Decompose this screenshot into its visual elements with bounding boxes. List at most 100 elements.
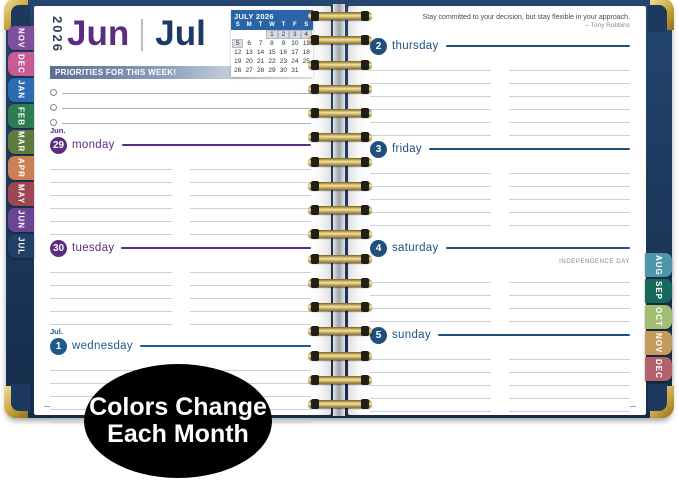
writing-lines[interactable] [370,347,630,421]
priority-line[interactable] [62,108,311,109]
month-tab-dec2[interactable]: DEC [645,357,672,381]
month-tab-may[interactable]: MAY [8,182,34,206]
writing-lines[interactable] [50,260,311,325]
priority-bullet-icon [50,104,57,111]
day-number-badge: 1 [50,337,67,355]
quote-block: Stay committed to your decision, but sta… [370,14,630,36]
spiral-binding [305,11,375,409]
day-rule [445,45,630,47]
writing-lines[interactable] [370,270,630,322]
mini-calendar-week: 12 13 14 15 16 17 18 [234,49,310,56]
day-block-friday: 3 friday [370,140,630,235]
gold-corner-bottom-right [648,384,674,418]
priority-row [50,109,311,126]
writing-lines[interactable] [50,157,311,235]
gold-corner-top-right [648,0,674,32]
month-right-title: Jul [155,14,206,53]
priority-bullet-icon [50,89,57,96]
writing-lines[interactable] [370,161,630,235]
mini-calendar-week: 26 27 28 29 30 31 [234,67,299,74]
binding-loop [308,59,372,70]
gold-corner-top-left [4,0,30,32]
month-left-title: Jun [67,14,130,53]
binding-loop [308,205,372,215]
binding-loop [308,350,372,361]
priority-row [50,94,311,111]
month-tab-apr[interactable]: APR [8,156,34,180]
month-tabs-right: AUG SEP OCT NOV DEC [645,253,672,381]
quote-author: – Tony Robbins [585,22,630,29]
binding-loop [308,399,372,409]
mini-calendar-title: JULY 2026 [231,10,313,21]
day-rule [121,144,311,146]
gold-corner-bottom-left [4,384,30,418]
binding-loop [308,229,372,240]
day-name: wednesday [72,340,133,352]
month-tab-mar[interactable]: MAR [8,130,34,154]
month-label: Jul. [50,327,63,336]
day-block-tuesday: 30 tuesday [50,239,311,325]
quote-text: Stay committed to your decision, but sta… [422,14,630,21]
day-block-sunday: 5 sunday [370,326,630,421]
day-rule [445,247,630,249]
binding-loop [308,83,372,94]
spread-header: 2026 Jun Jul [50,12,311,64]
day-number-badge: 4 [370,239,387,257]
day-name: tuesday [72,242,115,254]
day-block-monday: Jun. 29 monday [50,126,311,235]
month-tab-jan[interactable]: JAN [8,78,34,102]
month-tab-feb[interactable]: FEB [8,104,34,128]
binding-loop [308,253,372,264]
badge-line2: Each Month [107,420,249,448]
priority-line[interactable] [62,123,311,124]
month-tab-nov[interactable]: NOV [8,26,34,50]
page-number-mark [630,406,636,407]
day-name: thursday [392,40,439,52]
holiday-label: INDEPENDENCE DAY [559,259,630,265]
priority-bullet-icon [50,119,57,126]
mini-calendar-week: 19 20 21 22 23 24 25 [234,58,310,65]
month-tab-oct[interactable]: OCT [645,305,672,329]
writing-lines[interactable] [370,58,630,136]
day-number-badge: 30 [50,239,67,257]
day-number-badge: 5 [370,326,387,344]
right-page: Stay committed to your decision, but sta… [348,6,646,421]
binding-loop [308,11,372,21]
priority-line[interactable] [62,93,311,94]
binding-loop [308,374,372,385]
day-name: monday [72,139,115,151]
month-tab-jun[interactable]: JUN [8,208,34,232]
day-block-saturday: 4 saturday INDEPENDENCE DAY [370,239,630,322]
page-number-mark [44,406,50,407]
day-block-thursday: 2 thursday [370,37,630,136]
month-divider [141,19,144,51]
binding-loop [308,35,372,46]
month-tab-sep[interactable]: SEP [645,279,672,303]
day-rule [437,334,630,336]
month-tab-dec[interactable]: DEC [8,52,34,76]
year-label: 2026 [50,16,65,53]
month-tab-aug[interactable]: AUG [645,253,672,277]
month-tab-jul[interactable]: JUL [8,234,34,258]
day-rule [139,345,311,347]
day-name: sunday [392,329,431,341]
day-number-badge: 29 [50,136,67,154]
mini-calendar-week: 5 6 7 8 9 10 11 [231,39,313,48]
binding-loop [308,277,372,288]
colors-change-badge: Colors Change Each Month [84,364,272,478]
binding-loop [308,326,372,337]
day-name: friday [392,143,422,155]
binding-loop [308,302,372,312]
day-number-badge: 2 [370,37,387,55]
binding-loop [308,132,372,143]
binding-loop [308,156,372,167]
month-tabs-left: NOV DEC JAN FEB MAR APR MAY JUN JUL [8,26,34,258]
day-name: saturday [392,242,439,254]
month-label: Jun. [50,126,66,135]
month-tab-nov2[interactable]: NOV [645,331,672,355]
day-number-badge: 3 [370,140,387,158]
